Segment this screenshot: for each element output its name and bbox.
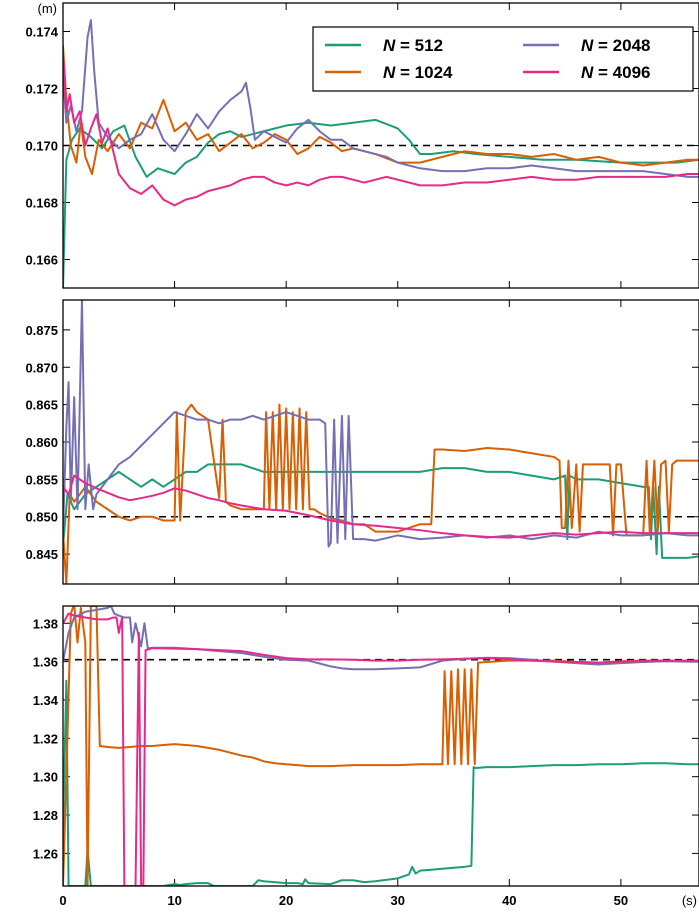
legend: N = 512 N = 1024 N = 2048 N = 4096 xyxy=(312,26,694,92)
y-tick-label: 0.174 xyxy=(25,25,58,40)
panel-bottom: 1.26 1.28 1.30 1.32 1.34 1.36 1.38 0 10 20 30 40 50 (… xyxy=(33,605,699,908)
y-tick-label: 0.875 xyxy=(25,323,58,338)
y-tick-label: 0.850 xyxy=(25,510,58,525)
y-tick-label: 0.170 xyxy=(25,139,58,154)
series-line-n1024 xyxy=(63,403,699,584)
y-tick-label: 0.870 xyxy=(25,360,58,375)
series-line-n2048 xyxy=(63,300,699,548)
y-tick-label: 1.28 xyxy=(33,808,58,823)
x-tick-label: 50 xyxy=(614,893,628,908)
y-tick-label: 0.845 xyxy=(25,547,58,562)
panel-middle: 0.845 0.850 0.855 0.860 0.865 0.870 0.875 xyxy=(25,299,699,585)
y-tick-label: 0.855 xyxy=(25,472,58,487)
series-line-n1024 xyxy=(63,606,699,886)
legend-entry: N = 1024 xyxy=(383,63,453,82)
y-tick-label: 0.172 xyxy=(25,82,58,97)
series-line-n512 xyxy=(63,463,699,559)
series-line-n1024 xyxy=(63,44,699,175)
y-tick-label: 1.38 xyxy=(33,616,58,631)
legend-entry: N = 2048 xyxy=(581,36,650,55)
x-tick-label: 0 xyxy=(59,893,66,908)
y-tick-label: 0.166 xyxy=(25,253,58,268)
y-tick-label: 0.860 xyxy=(25,435,58,450)
legend-entry: N = 4096 xyxy=(581,63,650,82)
y-tick-label: 1.32 xyxy=(33,731,58,746)
y-tick-label: 1.36 xyxy=(33,655,58,670)
series-line-n2048 xyxy=(63,19,699,178)
axes-frame xyxy=(62,605,699,887)
y-tick-label: 1.26 xyxy=(33,846,58,861)
axes-frame xyxy=(62,2,699,289)
legend-entry: N = 512 xyxy=(383,36,443,55)
y-tick-label: 0.168 xyxy=(25,196,58,211)
y-tick-label: 1.30 xyxy=(33,770,58,785)
y-tick-label: 1.34 xyxy=(33,693,59,708)
x-tick-label: 10 xyxy=(167,893,181,908)
x-unit-label: (s) xyxy=(682,893,697,908)
panel-top: 0.166 0.168 0.170 0.172 0.174 (m) N = 512 N = 1… xyxy=(25,1,699,289)
x-tick-label: 40 xyxy=(502,893,516,908)
series-line-n4096 xyxy=(63,474,699,539)
x-tick-label: 30 xyxy=(391,893,405,908)
x-tick-label: 20 xyxy=(279,893,293,908)
legend-box xyxy=(312,26,694,92)
y-unit-label: (m) xyxy=(38,1,58,16)
axes-frame xyxy=(62,299,699,585)
y-tick-label: 0.865 xyxy=(25,398,58,413)
series-line-n4096 xyxy=(63,53,699,207)
series-line-n4096 xyxy=(63,612,699,886)
series-line-n512 xyxy=(63,679,699,886)
